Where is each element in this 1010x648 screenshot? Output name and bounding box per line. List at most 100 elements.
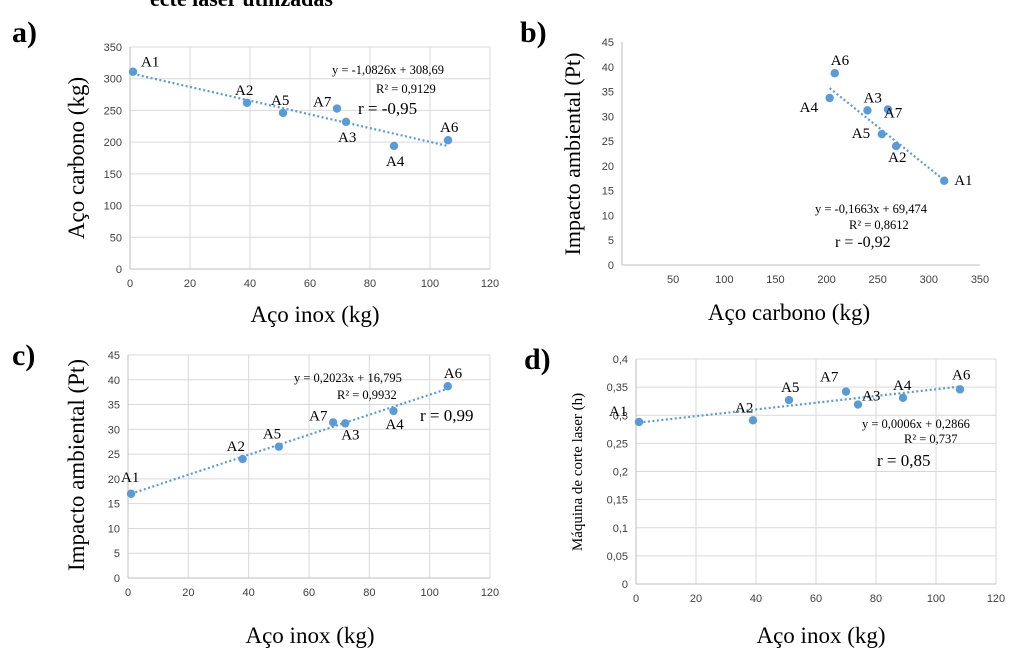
data-point xyxy=(877,129,887,139)
r-squared: R² = 0,8612 xyxy=(849,218,909,232)
point-label: A1 xyxy=(141,55,159,71)
data-point xyxy=(825,93,834,103)
x-tick-label: 300 xyxy=(920,274,938,286)
y-tick-label: 0 xyxy=(608,260,614,272)
x-tick-label: 250 xyxy=(869,274,887,286)
point-label: A5 xyxy=(781,380,799,396)
point-label: A6 xyxy=(831,53,850,69)
x-tick-label: 20 xyxy=(182,587,194,599)
data-point xyxy=(863,106,872,115)
y-tick-label: 0,1 xyxy=(613,523,628,535)
data-point xyxy=(274,442,284,451)
data-point xyxy=(748,416,758,425)
point-label: A2 xyxy=(235,83,253,99)
y-tick-label: 45 xyxy=(602,37,614,49)
x-tick-label: 350 xyxy=(971,274,989,286)
y-tick-label: 40 xyxy=(108,375,120,387)
panel-letter: c) xyxy=(12,339,35,372)
trendline xyxy=(828,87,945,182)
point-label: A2 xyxy=(888,150,906,166)
y-tick-label: 25 xyxy=(108,449,120,461)
data-point xyxy=(830,69,839,78)
point-label: A2 xyxy=(227,439,245,455)
chart-c: 0 5 10 15 20 25 30 35 40 45 0 20 40 60 80 100 120 A1 A2 A5 A… xyxy=(12,339,499,648)
y-tick-label: 10 xyxy=(602,210,614,222)
y-axis-title: Aço carbono (kg) xyxy=(64,77,89,239)
x-axis-title: Aço inox (kg) xyxy=(756,623,885,648)
y-tick-label: 15 xyxy=(602,186,614,198)
point-label: A7 xyxy=(884,105,903,121)
y-tick-label: 25 xyxy=(602,136,614,148)
point-label: A1 xyxy=(121,470,139,486)
point-label: A7 xyxy=(820,370,839,386)
chart-d: 0 0,05 0,1 0,15 0,2 0,25 0,3 0,35 0,4 0 20 40 60 80 10… xyxy=(524,343,1005,648)
x-tick-label: 120 xyxy=(481,278,499,290)
data-point xyxy=(841,387,851,396)
y-tick-label: 100 xyxy=(104,201,122,213)
data-point xyxy=(242,98,252,108)
y-tick-label: 0,2 xyxy=(613,467,628,479)
data-point xyxy=(278,108,288,118)
y-tick-label: 20 xyxy=(108,474,120,486)
point-label: A4 xyxy=(800,100,819,116)
point-label: A3 xyxy=(862,389,880,405)
y-tick-label: 200 xyxy=(104,137,122,149)
trend-equation: y = -0,1663x + 69,474 xyxy=(815,202,928,216)
x-tick-label: 100 xyxy=(927,593,945,605)
y-tick-label: 35 xyxy=(108,400,120,412)
r-squared: R² = 0,9932 xyxy=(337,388,397,402)
data-point xyxy=(332,104,342,113)
data-point xyxy=(634,417,644,427)
x-tick-label: 20 xyxy=(690,593,702,605)
panel-letter: d) xyxy=(524,343,551,376)
trend-equation: y = 0,2023x + 16,795 xyxy=(294,371,402,385)
point-label: A3 xyxy=(863,90,881,106)
data-point xyxy=(955,385,965,394)
data-point xyxy=(128,67,138,76)
y-axis-title: Máquina de corte laser (h) xyxy=(570,393,586,551)
x-tick-label: 0 xyxy=(125,587,131,599)
chart-b: 0 5 10 15 20 25 30 35 40 45 50 100 150 200 250 300 350 A6… xyxy=(520,16,989,325)
panel-letter: a) xyxy=(12,16,37,49)
x-tick-label: 0 xyxy=(633,593,639,605)
data-point xyxy=(341,419,350,428)
point-label: A3 xyxy=(341,427,359,443)
data-point xyxy=(443,382,452,391)
y-tick-label: 350 xyxy=(104,42,122,54)
data-point xyxy=(238,454,247,464)
y-tick-label: 0 xyxy=(116,264,122,276)
x-tick-label: 40 xyxy=(750,593,762,605)
x-tick-label: 40 xyxy=(243,587,255,599)
x-tick-label: 80 xyxy=(364,278,376,290)
x-tick-label: 150 xyxy=(766,274,784,286)
data-point xyxy=(328,418,338,427)
x-tick-label: 20 xyxy=(184,278,196,290)
point-label: A5 xyxy=(263,427,281,443)
cropped-caption-text: ecte laser utilizadas xyxy=(150,0,333,12)
point-label: A4 xyxy=(893,378,912,394)
y-tick-label: 0,05 xyxy=(607,551,628,563)
r-squared: R² = 0,737 xyxy=(904,432,958,446)
point-label: A4 xyxy=(385,417,404,433)
data-point xyxy=(784,395,794,405)
x-axis-title: Aço carbono (kg) xyxy=(708,300,870,325)
data-point xyxy=(891,141,901,151)
panel-letter: b) xyxy=(520,16,547,49)
point-label: A6 xyxy=(440,120,459,136)
point-label: A4 xyxy=(386,154,405,170)
data-point xyxy=(940,176,949,185)
x-tick-label: 40 xyxy=(244,278,256,290)
y-tick-label: 150 xyxy=(104,169,122,181)
y-tick-label: 10 xyxy=(108,523,120,535)
x-tick-label: 100 xyxy=(420,587,438,599)
point-label: A3 xyxy=(338,130,356,146)
y-tick-label: 0,35 xyxy=(607,382,628,394)
x-tick-label: 80 xyxy=(363,587,375,599)
y-tick-label: 250 xyxy=(104,105,122,117)
correlation-r: r = 0,99 xyxy=(420,406,474,425)
x-tick-label: 0 xyxy=(127,278,133,290)
x-axis-title: Aço inox (kg) xyxy=(245,623,374,648)
x-tick-label: 80 xyxy=(870,593,882,605)
y-axis-title: Impacto ambiental (Pt) xyxy=(560,53,585,256)
